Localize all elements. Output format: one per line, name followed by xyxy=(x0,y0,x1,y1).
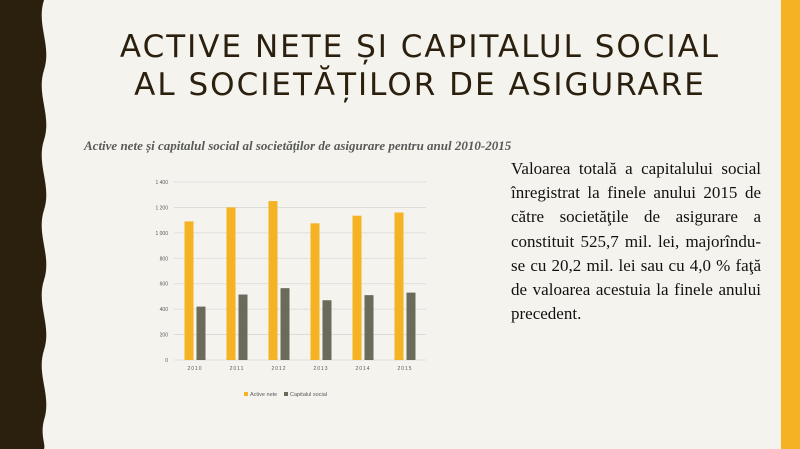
legend-label: Active nete xyxy=(250,392,277,398)
y-tick-label: 200 xyxy=(160,333,169,339)
bar-capitalul-social xyxy=(238,294,248,360)
body-paragraph: Valoarea totală a capitalului social înr… xyxy=(511,159,761,324)
bar-active-nete xyxy=(352,215,362,360)
legend-swatch xyxy=(284,392,288,396)
chart-title: Active nete și capitalul social al socie… xyxy=(84,138,512,153)
bar-active-nete xyxy=(268,201,278,360)
x-tick-label: 2014 xyxy=(355,366,370,372)
bar-capitalul-social xyxy=(406,292,416,360)
bar-capitalul-social xyxy=(196,306,206,360)
bar-chart: 0 200 400 600 800 1 000 1 200 1 400 2010 2011 2012… xyxy=(155,180,426,398)
x-tick-label: 2011 xyxy=(230,366,245,372)
bar-active-nete xyxy=(226,207,236,360)
legend-swatch xyxy=(244,392,248,396)
wavy-edge-decoration xyxy=(0,0,47,449)
slide-title-line-1: ACTIVE NETE ȘI CAPITALUL SOCIAL xyxy=(119,29,721,65)
y-tick-label: 1 000 xyxy=(155,231,168,237)
bar-capitalul-social xyxy=(280,288,290,360)
y-tick-label: 400 xyxy=(160,307,169,313)
y-tick-label: 1 400 xyxy=(155,180,168,186)
y-tick-label: 800 xyxy=(160,256,169,262)
bar-active-nete xyxy=(310,223,320,360)
x-tick-label: 2012 xyxy=(271,366,286,372)
legend-label: Capitalul social xyxy=(290,392,327,398)
slide-title-line-2: AL SOCIETĂȚILOR DE ASIGURARE xyxy=(134,67,706,103)
bar-capitalul-social xyxy=(364,295,374,360)
accent-bar xyxy=(781,0,800,449)
y-tick-label: 600 xyxy=(160,282,169,288)
bar-capitalul-social xyxy=(322,300,332,360)
x-tick-label: 2013 xyxy=(313,366,328,372)
bar-active-nete xyxy=(394,212,404,360)
bar-active-nete xyxy=(184,221,194,360)
y-tick-label: 1 200 xyxy=(155,205,168,211)
x-tick-label: 2015 xyxy=(397,366,412,372)
y-tick-label: 0 xyxy=(165,358,168,364)
slide-title: ACTIVE NETE ȘI CAPITALUL SOCIAL AL SOCIE… xyxy=(70,28,770,104)
x-tick-label: 2010 xyxy=(187,366,202,372)
